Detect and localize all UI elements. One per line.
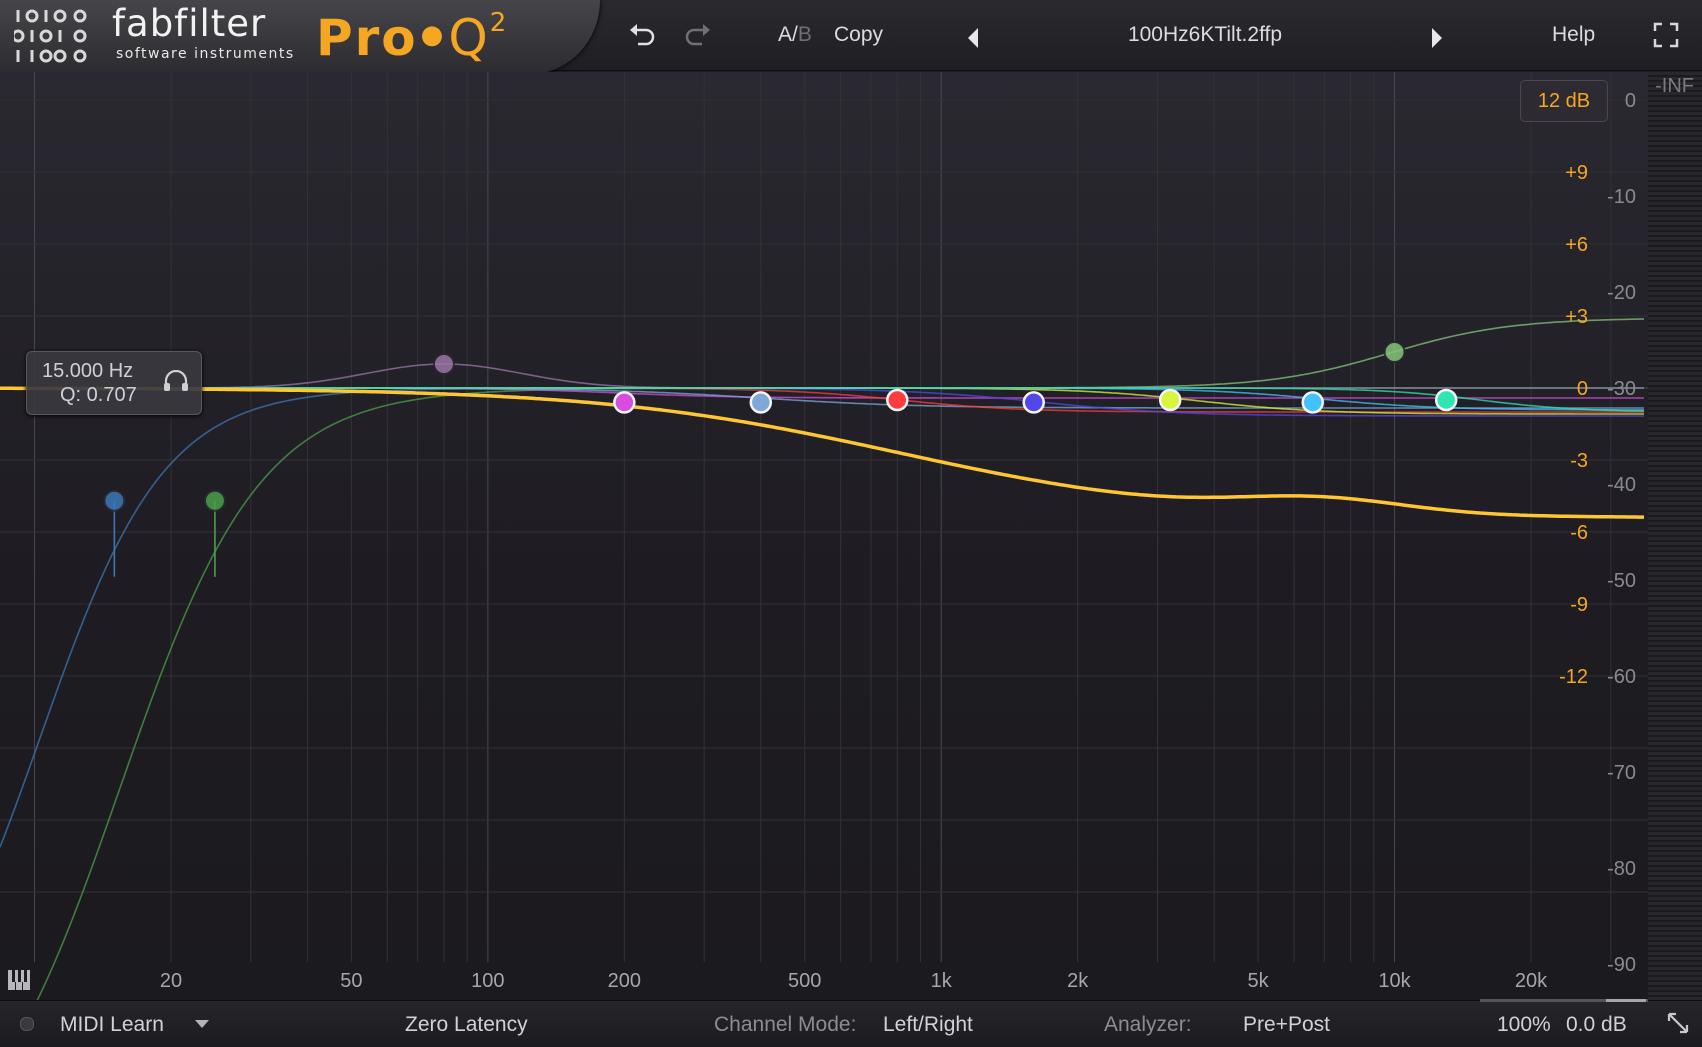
gain-scale-label: 0 bbox=[1577, 378, 1588, 400]
freq-scale-label: 2k bbox=[1067, 970, 1089, 992]
output-gain-bar-fill bbox=[1606, 999, 1646, 1002]
header-bar: fabfilter software instruments Pro ●Q2 A/… bbox=[0, 0, 1702, 74]
band-2-low-cut-curve bbox=[11, 387, 1644, 1046]
brand-name: fabfilter bbox=[112, 2, 267, 45]
band-1-low-cut-curve bbox=[0, 387, 1644, 848]
scale-labels: +9 +6 +3 0 -3 -6 -9 -12 -INF 0 -10 -20 -30 -40 -50 -60 -… bbox=[160, 75, 1694, 992]
product-name: Pro bbox=[316, 9, 418, 67]
gain-scale-label: -6 bbox=[1570, 522, 1588, 544]
band-4-node[interactable] bbox=[613, 391, 636, 414]
gain-scale-label: +3 bbox=[1565, 306, 1588, 328]
brand-area: fabfilter software instruments Pro ●Q2 bbox=[0, 0, 600, 74]
redo-icon[interactable] bbox=[684, 24, 712, 48]
band-6-node[interactable] bbox=[886, 388, 909, 412]
band-3-low-shelf-curve bbox=[0, 363, 1644, 389]
band-7-node[interactable] bbox=[1022, 391, 1045, 414]
band-tooltip: 15.000 Hz Q: 0.707 bbox=[26, 351, 202, 415]
analyzer-scale-label: -20 bbox=[1607, 282, 1636, 304]
midi-learn-button[interactable]: MIDI Learn bbox=[60, 1013, 164, 1036]
latency-mode[interactable]: Zero Latency bbox=[405, 1013, 528, 1036]
analyzer-scale-label: -10 bbox=[1607, 186, 1636, 208]
tooltip-frequency: 15.000 Hz bbox=[42, 360, 134, 382]
tooltip-q: Q: 0.707 bbox=[60, 384, 137, 406]
freq-scale-label: 100 bbox=[471, 970, 504, 992]
analyzer-scale-label: -40 bbox=[1607, 474, 1636, 496]
previous-preset-icon[interactable] bbox=[966, 28, 980, 48]
ab-b-label: B bbox=[797, 23, 812, 46]
gain-scale-label: -9 bbox=[1570, 594, 1588, 616]
ab-a-label: A/ bbox=[778, 23, 798, 46]
band-1-low-cut-node[interactable] bbox=[103, 489, 126, 512]
freq-scale-label: 5k bbox=[1248, 970, 1270, 992]
eq-display[interactable] bbox=[0, 72, 1650, 1000]
band-9-node[interactable] bbox=[1301, 391, 1324, 414]
analyzer-scale-label: -90 bbox=[1607, 954, 1636, 976]
analyzer-scale-label: -30 bbox=[1607, 378, 1636, 400]
output-level-meter bbox=[1648, 72, 1702, 1000]
next-preset-icon[interactable] bbox=[1430, 28, 1444, 48]
gain-scale-label: -12 bbox=[1559, 666, 1588, 688]
output-gain[interactable]: 0.0 dB bbox=[1566, 1013, 1627, 1036]
band-8-node[interactable] bbox=[1158, 388, 1182, 412]
band-11-curve bbox=[0, 387, 1644, 412]
analyzer-scale-label: 0 bbox=[1625, 90, 1636, 112]
freq-scale-label: 200 bbox=[608, 970, 641, 992]
channel-mode-label: Channel Mode: bbox=[714, 1013, 857, 1036]
product-version: 2 bbox=[489, 8, 509, 38]
master-eq-curve bbox=[0, 386, 1644, 519]
freq-scale-label: 1k bbox=[931, 970, 953, 992]
product-dot: ● bbox=[420, 20, 446, 50]
master-eq-curve-group bbox=[0, 386, 1644, 519]
analyzer-scale-label: -60 bbox=[1607, 666, 1636, 688]
freq-scale-label: 500 bbox=[788, 970, 821, 992]
gain-scale-label: +6 bbox=[1565, 234, 1588, 256]
ab-compare-button[interactable]: A/B bbox=[778, 22, 812, 48]
freq-scale-label: 20 bbox=[160, 970, 182, 992]
fullscreen-icon[interactable] bbox=[1653, 22, 1679, 48]
band-2-low-cut-node[interactable] bbox=[203, 489, 226, 512]
product-q: Q bbox=[448, 9, 490, 67]
undo-icon[interactable] bbox=[628, 24, 656, 48]
midi-indicator-icon bbox=[20, 1017, 34, 1031]
preset-name[interactable]: 100Hz6KTilt.2ffp bbox=[1127, 23, 1283, 46]
footer-bar: MIDI Learn Zero Latency Channel Mode: Le… bbox=[0, 999, 1702, 1047]
channel-mode-value[interactable]: Left/Right bbox=[883, 1013, 973, 1036]
band-10-high-shelf-node[interactable] bbox=[1383, 341, 1406, 363]
band-11-node[interactable] bbox=[1434, 388, 1458, 412]
brand-subtitle: software instruments bbox=[116, 46, 295, 62]
analyzer-label: Analyzer: bbox=[1104, 1013, 1192, 1036]
piano-keyboard-icon[interactable] bbox=[8, 970, 30, 990]
analyzer-scale-label: -INF bbox=[1655, 75, 1694, 97]
fabfilter-logo-icon bbox=[14, 9, 87, 63]
headphones-icon[interactable] bbox=[163, 370, 189, 392]
resize-icon[interactable] bbox=[1666, 1011, 1690, 1035]
band-curves bbox=[0, 318, 1645, 1046]
product-title: Pro ●Q2 bbox=[316, 8, 508, 67]
freq-scale-label: 50 bbox=[340, 970, 362, 992]
help-button[interactable]: Help bbox=[1552, 23, 1596, 46]
band-5-node[interactable] bbox=[749, 391, 773, 414]
freq-scale-label: 20k bbox=[1515, 970, 1548, 992]
analyzer-scale-label: -80 bbox=[1607, 858, 1636, 880]
gain-scale-label: +9 bbox=[1565, 162, 1588, 184]
output-gain-bar bbox=[1480, 999, 1648, 1002]
freq-scale-label: 10k bbox=[1378, 970, 1411, 992]
band-nodes[interactable] bbox=[103, 341, 1458, 577]
analyzer-scale-label: -70 bbox=[1607, 762, 1636, 784]
midi-dropdown-chevron-icon[interactable] bbox=[194, 1019, 210, 1029]
frequency-grid bbox=[0, 72, 1648, 962]
display-range-button[interactable]: 12 dB bbox=[1520, 80, 1608, 122]
analyzer-value[interactable]: Pre+Post bbox=[1243, 1013, 1330, 1036]
copy-button[interactable]: Copy bbox=[834, 23, 884, 46]
analyzer-scale-label: -50 bbox=[1607, 570, 1636, 592]
band-3-low-shelf-node[interactable] bbox=[432, 353, 455, 375]
zoom-level[interactable]: 100% bbox=[1497, 1013, 1551, 1036]
gain-scale-label: -3 bbox=[1570, 450, 1588, 472]
